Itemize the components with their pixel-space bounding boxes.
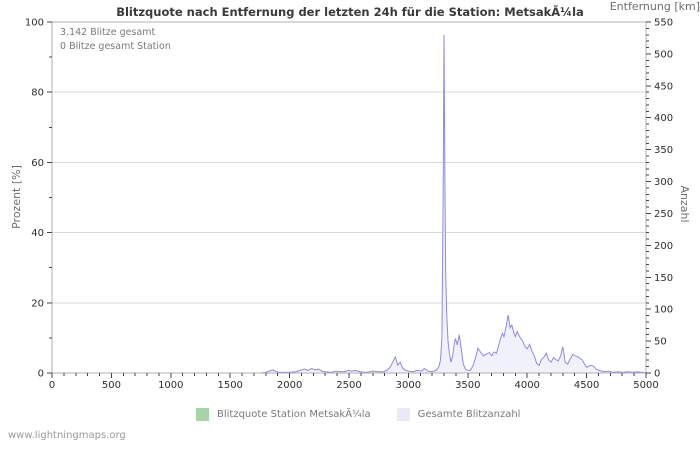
svg-text:80: 80 [31,88,44,99]
svg-text:3500: 3500 [455,380,480,391]
quote-series-swatch-icon [196,408,209,421]
page-title: Blitzquote nach Entfernung der letzten 2… [116,5,584,19]
x-axis-title: Entfernung [km] [609,0,700,13]
svg-text:100: 100 [25,18,44,29]
legend-item-quote: Blitzquote Station MetsakÃ¼la [196,408,371,421]
svg-text:100: 100 [654,305,673,316]
legend-item-count: Gesamte Blitzanzahl [396,408,521,421]
svg-text:550: 550 [654,18,673,29]
count-area-fill [52,34,646,374]
svg-text:4500: 4500 [574,380,599,391]
count-series-label: Gesamte Blitzanzahl [417,409,521,420]
svg-text:400: 400 [654,113,673,124]
svg-text:0: 0 [38,369,44,380]
totals-annotation: 3.142 Blitze gesamt 0 Blitze gesamt Stat… [60,26,171,54]
svg-text:60: 60 [31,158,44,169]
y-right-ticks: 0 50 100 150 200 250 300 350 400 450 500 550 [646,18,673,380]
legend: Blitzquote Station MetsakÃ¼la Gesamte Bl… [196,408,520,421]
svg-text:3000: 3000 [396,380,421,391]
x-axis-ticks: 0 500 1000 1500 2000 2500 3000 3500 4000 4500 5000 [49,373,659,391]
y-left-ticks: 0 20 40 60 80 100 [25,18,52,380]
svg-text:50: 50 [654,337,667,348]
svg-text:5000: 5000 [633,380,658,391]
svg-text:2000: 2000 [277,380,302,391]
svg-text:2500: 2500 [336,380,361,391]
svg-text:20: 20 [31,298,44,309]
plot-area: 0 500 1000 1500 2000 2500 3000 3500 4000 4500 5000… [25,18,673,392]
svg-text:4000: 4000 [514,380,539,391]
plot-border [51,21,647,374]
svg-text:1500: 1500 [217,380,242,391]
svg-text:0: 0 [654,369,660,380]
right-axis-title: Anzahl [678,185,691,223]
series [52,34,646,374]
count-line [52,34,646,374]
count-series-swatch-icon [396,408,410,421]
svg-text:1000: 1000 [158,380,183,391]
svg-text:150: 150 [654,273,673,284]
svg-text:0: 0 [49,380,55,391]
svg-text:350: 350 [654,145,673,156]
svg-text:40: 40 [31,228,44,239]
left-axis-title: Prozent [%] [10,165,23,229]
svg-text:500: 500 [102,380,121,391]
watermark-url: www.lightningmaps.org [8,430,126,441]
quote-series-label: Blitzquote Station MetsakÃ¼la [217,409,371,420]
svg-text:200: 200 [654,241,673,252]
svg-text:250: 250 [654,209,673,220]
svg-text:450: 450 [654,81,673,92]
svg-text:300: 300 [654,177,673,188]
svg-text:500: 500 [654,49,673,60]
gridlines [52,91,646,304]
station-strikes-text: 0 Blitze gesamt Station [60,41,171,52]
total-strikes-text: 3.142 Blitze gesamt [60,27,156,38]
